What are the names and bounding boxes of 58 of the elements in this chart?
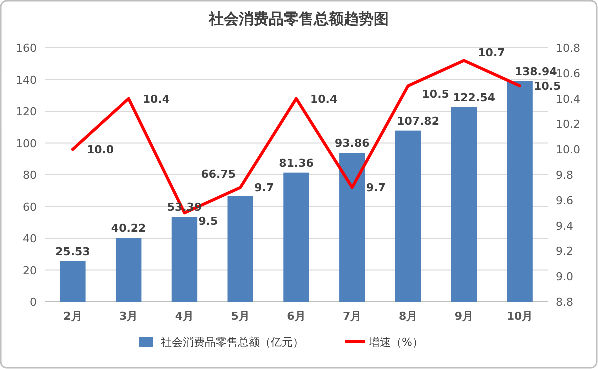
data-label: 122.54 — [452, 91, 496, 104]
x-tick-label: 9月 — [454, 310, 474, 323]
data-label: 9.7 — [366, 182, 386, 195]
y-tick-label: 20 — [23, 264, 37, 278]
y2-tick-label: 10.2 — [556, 118, 580, 132]
y2-tick-label: 9.4 — [556, 220, 574, 233]
bar — [172, 217, 198, 302]
bar — [60, 261, 86, 302]
y2-tick-label: 10.6 — [556, 67, 580, 80]
x-tick-label: 8月 — [398, 310, 418, 323]
data-label: 10.0 — [86, 144, 114, 157]
bar — [340, 152, 366, 302]
y-tick-label: 0 — [30, 296, 37, 309]
y-tick-label: 120 — [16, 106, 37, 118]
data-label: 138.94 — [514, 65, 558, 78]
bar — [284, 172, 310, 302]
y-tick-label: 40 — [23, 232, 37, 246]
x-tick-label: 2月 — [64, 310, 82, 323]
y2-tick-label: 9.0 — [556, 270, 574, 284]
data-label: 81.36 — [279, 156, 314, 170]
data-label: 10.4 — [310, 92, 338, 106]
chart-title: 社会消费品零售总额趋势图 — [208, 10, 389, 28]
data-label: 10.7 — [478, 46, 506, 60]
data-label: 66.75 — [201, 168, 236, 182]
y-tick-label: 80 — [23, 169, 37, 182]
bar — [116, 238, 142, 302]
y-tick-label: 100 — [16, 137, 37, 150]
legend-label: 增速（%） — [368, 336, 424, 349]
legend-label: 社会消费品零售总额（亿元） — [161, 336, 304, 349]
bar — [395, 130, 422, 302]
bar — [228, 196, 254, 302]
y2-tick-label: 10.0 — [556, 144, 580, 157]
bar — [451, 107, 478, 302]
data-label: 10.4 — [142, 92, 170, 106]
data-label: 107.82 — [397, 114, 440, 128]
y2-tick-label: 9.8 — [556, 169, 574, 182]
data-label: 10.5 — [422, 88, 450, 102]
y2-tick-label: 9.2 — [556, 245, 574, 258]
x-tick-label: 7月 — [343, 310, 362, 323]
x-tick-label: 4月 — [175, 310, 194, 323]
x-tick-label: 5月 — [231, 310, 250, 323]
x-tick-label: 10月 — [506, 310, 534, 323]
y-tick-label: 140 — [16, 74, 37, 87]
data-label: 93.86 — [334, 136, 370, 150]
data-label: 9.5 — [198, 215, 218, 228]
x-tick-label: 6月 — [287, 310, 306, 323]
y2-tick-label: 8.8 — [556, 296, 574, 309]
data-label: 10.5 — [534, 80, 562, 94]
data-label: 25.53 — [56, 245, 90, 258]
y-tick-label: 160 — [16, 42, 37, 55]
x-tick-label: 3月 — [120, 310, 138, 323]
y2-tick-label: 9.6 — [556, 194, 574, 208]
y2-tick-label: 10.4 — [556, 92, 580, 106]
data-label: 40.22 — [111, 222, 146, 236]
bar — [507, 81, 533, 302]
data-label: 9.7 — [254, 182, 274, 195]
y2-tick-label: 10.8 — [556, 42, 580, 55]
y-tick-label: 60 — [23, 200, 37, 214]
